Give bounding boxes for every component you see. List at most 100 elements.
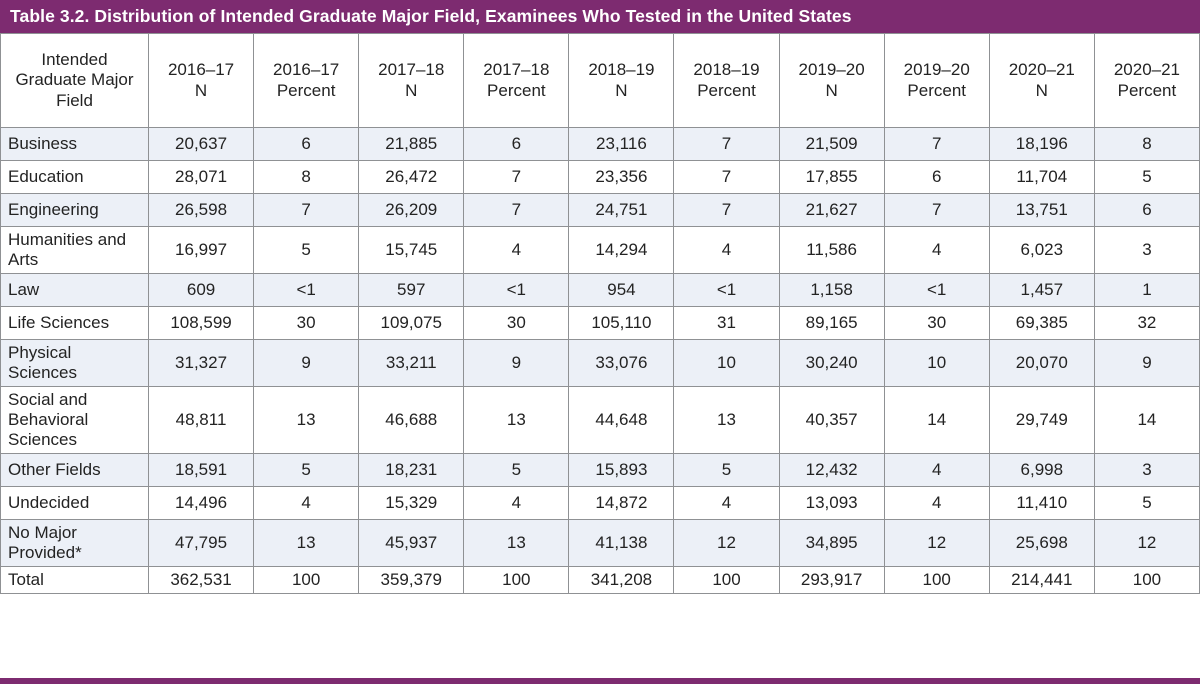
value-cell: 1,158 — [778, 273, 885, 308]
value-cell: 31,327 — [147, 339, 255, 388]
value-cell: 359,379 — [358, 566, 465, 595]
value-cell: 40,357 — [778, 386, 885, 455]
major-field-distribution-table: Intended Graduate Major Field 2016–17 N 20… — [0, 33, 1200, 595]
value-cell: 954 — [568, 273, 675, 308]
value-cell: 100 — [1093, 566, 1200, 595]
header-year-label: 2018–19 — [693, 60, 760, 80]
header-measure-label: Percent — [276, 80, 336, 100]
value-cell: 45,937 — [358, 519, 465, 568]
table-row: Engineering 26,598 7 26,209 7 24,751 7 21,627 7 1… — [0, 193, 1200, 227]
value-cell: <1 — [883, 273, 990, 308]
row-label: Total — [0, 566, 149, 595]
value-cell: 14,496 — [147, 486, 255, 521]
value-cell: 20,070 — [988, 339, 1095, 388]
value-cell: 105,110 — [568, 306, 675, 341]
value-cell: 5 — [253, 453, 360, 488]
header-measure-label: Percent — [907, 80, 966, 100]
value-cell: 23,116 — [568, 127, 675, 161]
value-cell: 7 — [253, 193, 360, 227]
value-cell: 7 — [883, 193, 990, 227]
value-cell: 7 — [463, 193, 570, 227]
value-cell: 12 — [883, 519, 990, 568]
value-cell: 609 — [147, 273, 255, 308]
value-cell: 30 — [463, 306, 570, 341]
value-cell: 4 — [883, 225, 990, 275]
value-cell: 100 — [463, 566, 570, 595]
header-year-label: 2016–17 — [273, 60, 340, 80]
value-cell: 17,855 — [778, 160, 885, 194]
value-cell: 25,698 — [988, 519, 1095, 568]
value-cell: <1 — [673, 273, 780, 308]
table-row: Other Fields 18,591 5 18,231 5 15,893 5 12,432 4… — [0, 453, 1200, 488]
value-cell: 24,751 — [568, 193, 675, 227]
value-cell: 26,598 — [147, 193, 255, 227]
row-label: No Major Provided* — [0, 519, 149, 568]
value-cell: 33,211 — [358, 339, 465, 388]
row-label: Education — [0, 160, 149, 194]
value-cell: 5 — [1093, 160, 1200, 194]
value-cell: 7 — [463, 160, 570, 194]
value-cell: 6,023 — [988, 225, 1095, 275]
header-measure-label: Percent — [1117, 80, 1177, 100]
table-container: Intended Graduate Major Field 2016–17 N 20… — [0, 33, 1200, 677]
value-cell: 100 — [253, 566, 360, 595]
header-year-label: 2017–18 — [378, 60, 445, 80]
value-cell: 6,998 — [988, 453, 1095, 488]
header-measure-label: N — [194, 80, 208, 100]
table-row: Undecided 14,496 4 15,329 4 14,872 4 13,093 4 11,… — [0, 486, 1200, 521]
column-header-2016-17-percent: 2016–17 Percent — [253, 33, 360, 128]
table-row: Physical Sciences 31,327 9 33,211 9 33,076 10 3… — [0, 339, 1200, 388]
header-year-label: 2019–20 — [798, 60, 865, 80]
value-cell: 20,637 — [147, 127, 255, 161]
column-header-major-field: Intended Graduate Major Field — [0, 33, 149, 128]
value-cell: 11,704 — [988, 160, 1095, 194]
table-row: Total 362,531 100 359,379 100 341,208 100 293,9… — [0, 566, 1200, 595]
row-label: Social and Behavioral Sciences — [0, 386, 149, 455]
value-cell: 14,872 — [568, 486, 675, 521]
value-cell: 1 — [1093, 273, 1200, 308]
value-cell: 11,410 — [988, 486, 1095, 521]
value-cell: 7 — [673, 193, 780, 227]
table-row: Life Sciences 108,599 30 109,075 30 105,110 31… — [0, 306, 1200, 341]
value-cell: 41,138 — [568, 519, 675, 568]
row-label: Engineering — [0, 193, 149, 227]
value-cell: 10 — [673, 339, 780, 388]
value-cell: 214,441 — [988, 566, 1095, 595]
value-cell: 108,599 — [147, 306, 255, 341]
value-cell: 4 — [463, 486, 570, 521]
value-cell: 13 — [253, 386, 360, 455]
column-header-2020-21-percent: 2020–21 Percent — [1093, 33, 1200, 128]
value-cell: 23,356 — [568, 160, 675, 194]
value-cell: 4 — [463, 225, 570, 275]
header-year-label: 2017–18 — [483, 60, 550, 80]
value-cell: 12 — [1093, 519, 1200, 568]
value-cell: 16,997 — [147, 225, 255, 275]
value-cell: 5 — [463, 453, 570, 488]
value-cell: 18,196 — [988, 127, 1095, 161]
column-header-2018-19-percent: 2018–19 Percent — [673, 33, 780, 128]
value-cell: <1 — [463, 273, 570, 308]
column-header-2017-18-percent: 2017–18 Percent — [463, 33, 570, 128]
value-cell: 6 — [883, 160, 990, 194]
value-cell: 6 — [1093, 193, 1200, 227]
value-cell: 21,509 — [778, 127, 885, 161]
value-cell: 12 — [673, 519, 780, 568]
value-cell: 48,811 — [147, 386, 255, 455]
column-header-2016-17-n: 2016–17 N — [147, 33, 255, 128]
value-cell: 12,432 — [778, 453, 885, 488]
column-header-2020-21-n: 2020–21 N — [988, 33, 1095, 128]
value-cell: 6 — [463, 127, 570, 161]
value-cell: 32 — [1093, 306, 1200, 341]
value-cell: 14 — [1093, 386, 1200, 455]
value-cell: 4 — [673, 486, 780, 521]
value-cell: 47,795 — [147, 519, 255, 568]
value-cell: 13,751 — [988, 193, 1095, 227]
table-row: Education 28,071 8 26,472 7 23,356 7 17,855 6 11,… — [0, 160, 1200, 194]
value-cell: 3 — [1093, 225, 1200, 275]
value-cell: 30,240 — [778, 339, 885, 388]
column-header-2019-20-percent: 2019–20 Percent — [883, 33, 990, 128]
value-cell: 26,472 — [358, 160, 465, 194]
value-cell: 15,893 — [568, 453, 675, 488]
value-cell: 69,385 — [988, 306, 1095, 341]
value-cell: 30 — [883, 306, 990, 341]
